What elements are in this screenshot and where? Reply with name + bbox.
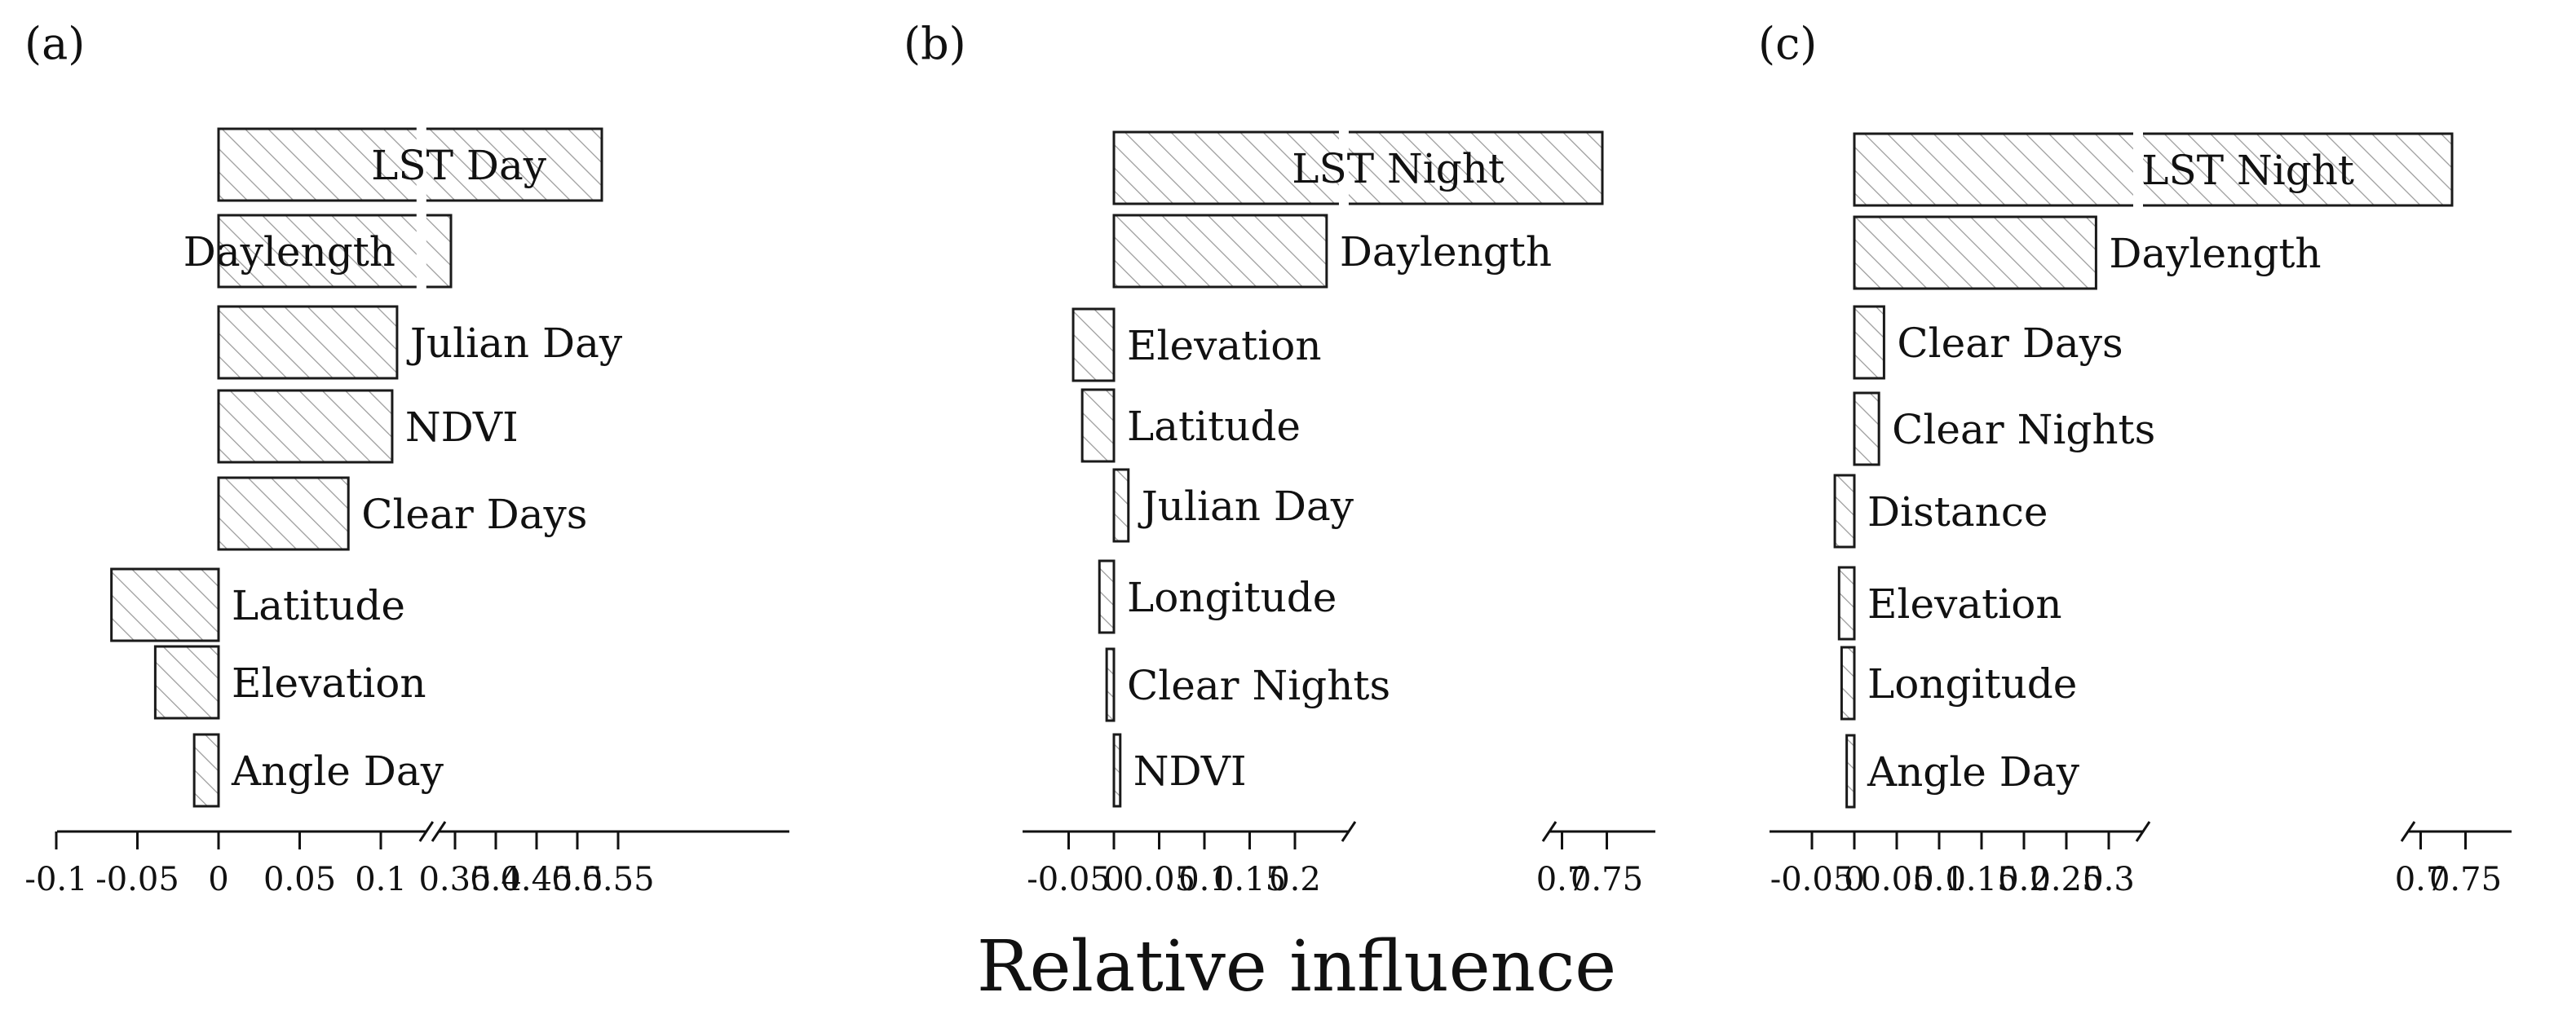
x-tick-label: 0.1 xyxy=(1913,861,1965,898)
x-axis-title: Relative influence xyxy=(977,926,1616,1008)
category-label: LST Day xyxy=(371,142,547,189)
x-tick-label: 0.15 xyxy=(1945,861,2017,898)
category-label: Angle Day xyxy=(231,748,444,795)
x-tick-label: 0 xyxy=(208,861,228,898)
panel-label: (b) xyxy=(904,18,966,69)
category-label: Julian Day xyxy=(406,320,623,367)
x-tick-label: -0.05 xyxy=(1770,861,1854,898)
bar-daylength xyxy=(217,214,453,289)
x-tick-label: 0.75 xyxy=(1571,861,1643,898)
category-label: Latitude xyxy=(232,582,405,629)
x-tick-label: 0.45 xyxy=(500,861,572,898)
category-label: Elevation xyxy=(1127,322,1322,369)
category-label: NDVI xyxy=(405,404,519,451)
x-tick-label: -0.05 xyxy=(1027,861,1111,898)
x-tick-label: 0 xyxy=(1103,861,1124,898)
bar-angle-day xyxy=(1845,734,1856,809)
panel-2: (b) LST Night Daylength Elevation Latitude Ju… xyxy=(904,18,1655,898)
x-tick-label: 0.1 xyxy=(1178,861,1231,898)
x-tick-label: 0.7 xyxy=(2395,861,2447,898)
category-label: Angle Day xyxy=(1867,748,2080,796)
axis-break-mark xyxy=(418,821,435,842)
x-tick-label: 0.4 xyxy=(470,861,522,898)
bar-clear-days xyxy=(1853,305,1885,380)
category-label: LST Night xyxy=(1292,145,1505,192)
x-tick-label: 0.05 xyxy=(263,861,336,898)
x-tick-label: 0.55 xyxy=(581,861,654,898)
category-label: Clear Nights xyxy=(1892,406,2155,453)
bar-elevation xyxy=(153,645,220,720)
category-label: LST Night xyxy=(2141,147,2354,194)
category-label: Clear Nights xyxy=(1127,662,1390,709)
category-label: Latitude xyxy=(1127,403,1301,450)
category-label: Longitude xyxy=(1867,660,2077,708)
category-label: Clear Days xyxy=(1897,320,2123,367)
x-tick-label: 0.15 xyxy=(1213,861,1286,898)
bar-clear-nights xyxy=(1105,647,1116,722)
axis-break-mark xyxy=(431,821,447,842)
x-tick-label: -0.1 xyxy=(24,861,87,898)
bar-lst-day xyxy=(217,127,603,202)
axis-break-mark xyxy=(1541,821,1558,842)
bar-ndvi xyxy=(217,389,394,464)
x-tick-label: 0.35 xyxy=(418,861,491,898)
x-tick-label: 0.2 xyxy=(1269,861,1321,898)
x-tick-label: 0.05 xyxy=(1123,861,1195,898)
bar-longitude xyxy=(1098,559,1116,634)
bar-latitude xyxy=(1080,388,1116,463)
bar-longitude xyxy=(1840,646,1856,721)
category-label: Elevation xyxy=(1867,580,2062,628)
category-label: Distance xyxy=(1867,488,2048,536)
bar-lst-night xyxy=(1112,130,1604,205)
bar-distance xyxy=(1833,474,1856,549)
x-tick-label: 0.3 xyxy=(2083,861,2135,898)
category-label: Longitude xyxy=(1127,574,1337,621)
x-tick-label: 0.75 xyxy=(2429,861,2502,898)
bar-clear-days xyxy=(217,476,350,551)
bar-angle-day xyxy=(192,733,220,808)
bar-latitude xyxy=(110,567,220,642)
bar-julian-day xyxy=(217,305,399,380)
bar-daylength xyxy=(1112,214,1328,289)
bar-elevation xyxy=(1071,307,1116,382)
x-tick-label: 0.25 xyxy=(2030,861,2102,898)
category-label: Daylength xyxy=(2109,230,2321,277)
x-tick-label: -0.05 xyxy=(95,861,179,898)
bar-daylength xyxy=(1853,215,2097,290)
category-label: Daylength xyxy=(1340,228,1552,276)
category-label: Julian Day xyxy=(1138,483,1354,530)
panel-label: (a) xyxy=(24,18,85,69)
panel-label: (c) xyxy=(1758,18,1817,69)
bar-ndvi xyxy=(1112,733,1122,808)
x-tick-label: 0.1 xyxy=(355,861,407,898)
bar-clear-nights xyxy=(1853,391,1880,466)
axis-break-mark xyxy=(2400,821,2416,842)
x-tick-label: 0.5 xyxy=(551,861,603,898)
axis-break-mark xyxy=(1341,821,1357,842)
bar-julian-day xyxy=(1112,468,1130,543)
x-tick-label: 0.05 xyxy=(1860,861,1933,898)
category-label: Daylength xyxy=(183,228,395,276)
x-tick-label: 0.2 xyxy=(1998,861,2050,898)
axis-break-mark xyxy=(2135,821,2151,842)
category-label: NDVI xyxy=(1133,748,1247,795)
category-label: Clear Days xyxy=(361,491,587,538)
category-label: Elevation xyxy=(232,659,426,707)
panel-3: (c) LST Night Daylength Clear Days Clear Nig… xyxy=(1758,18,2512,898)
x-tick-label: 0 xyxy=(1844,861,1864,898)
x-tick-label: 0.7 xyxy=(1536,861,1588,898)
bar-lst-night xyxy=(1853,132,2454,207)
bar-elevation xyxy=(1837,566,1856,641)
